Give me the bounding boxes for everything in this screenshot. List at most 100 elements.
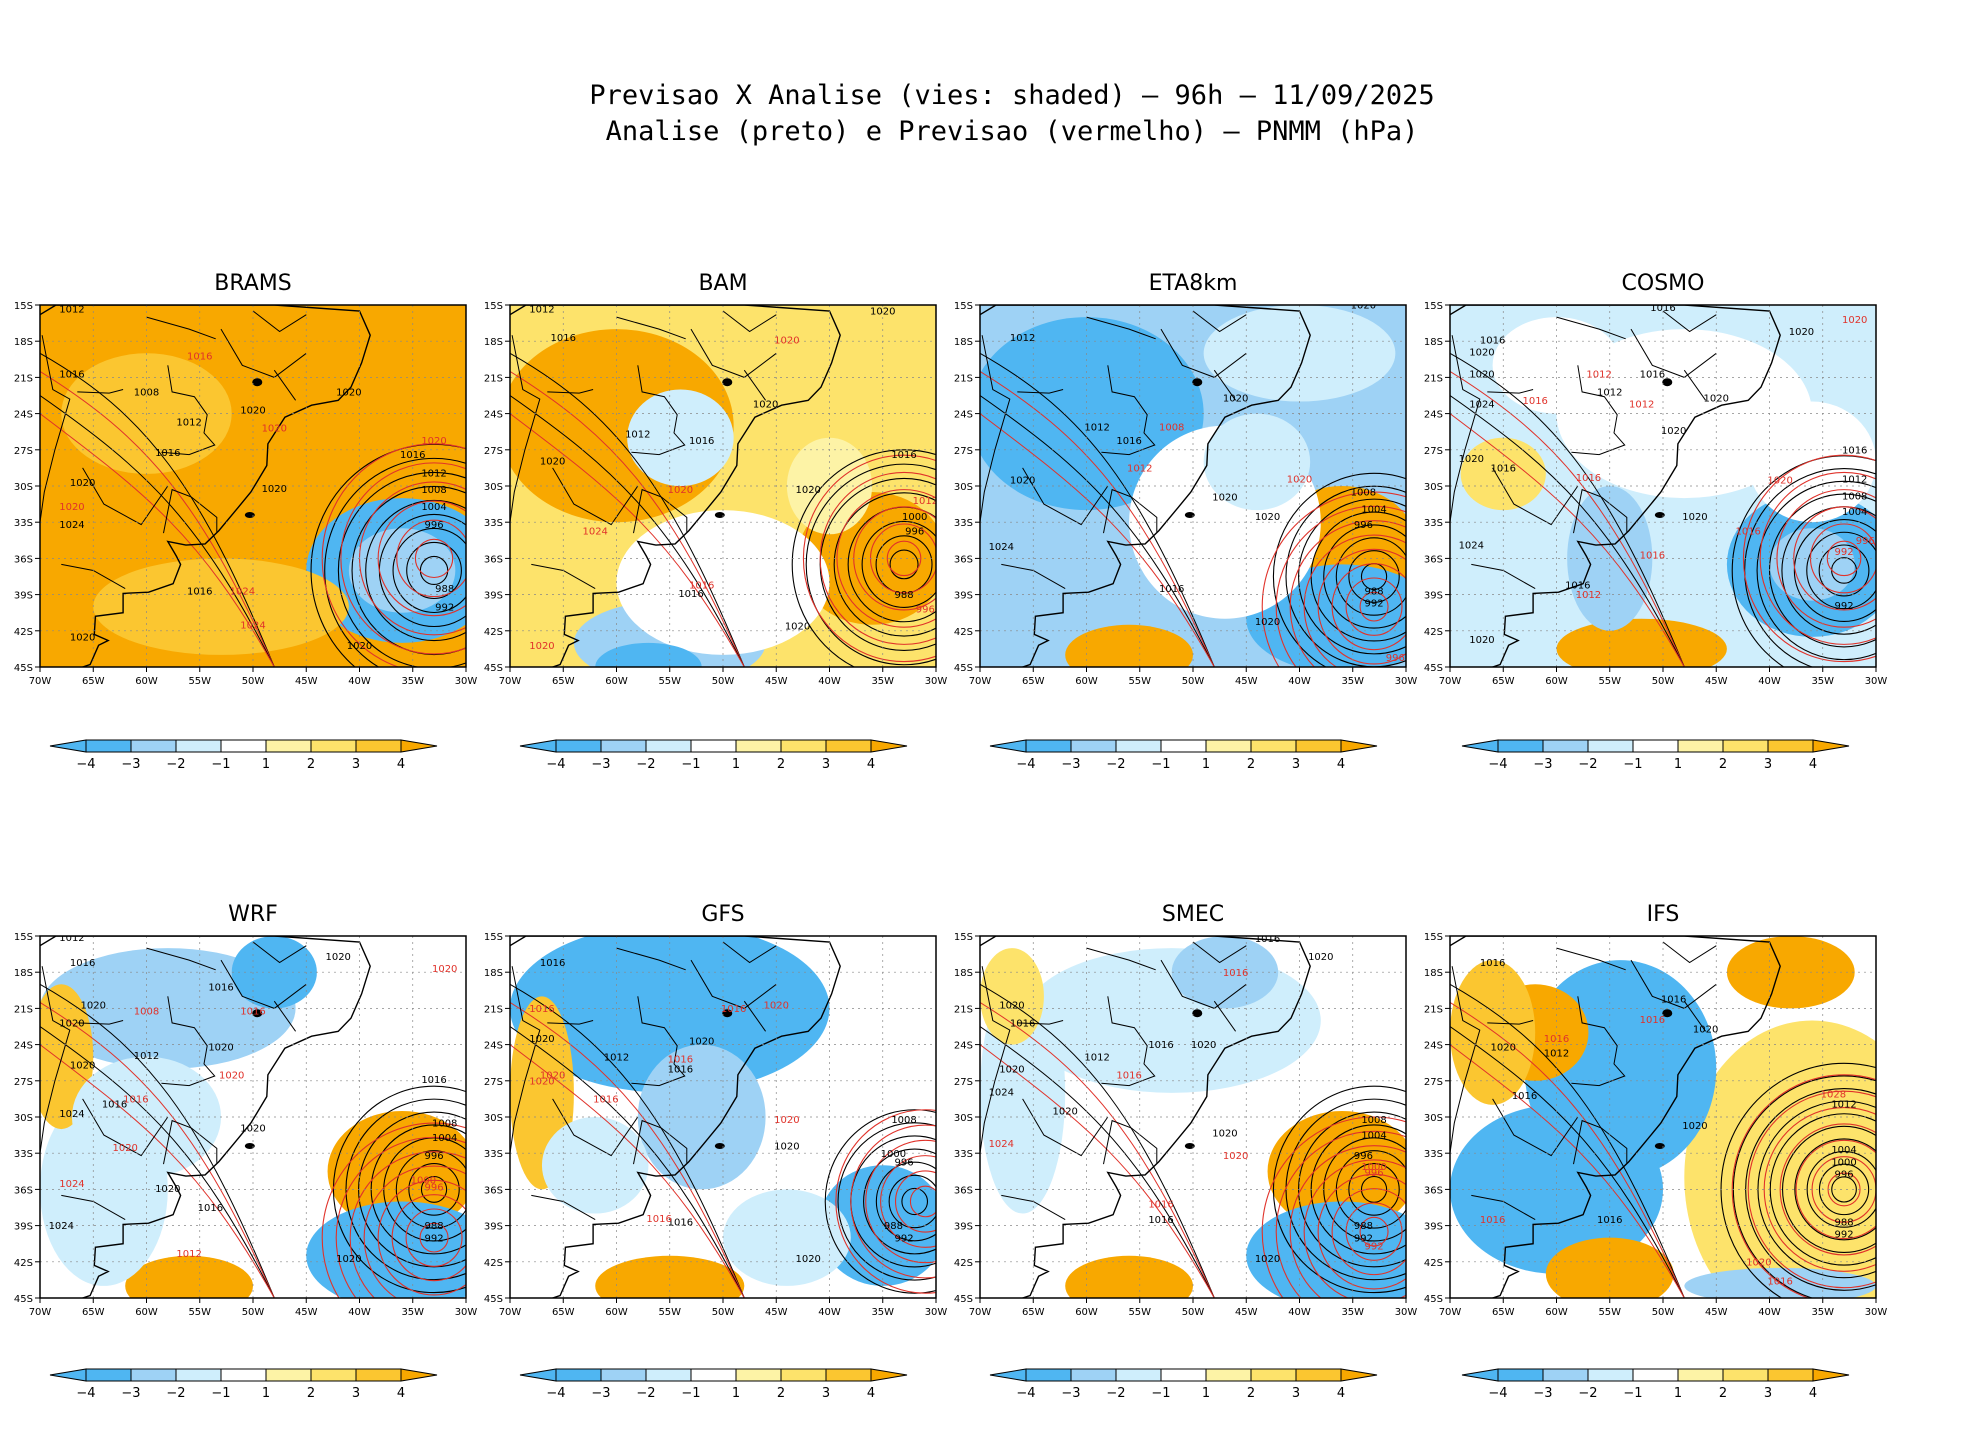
isobar-forecast	[1331, 1188, 1406, 1276]
country-border	[980, 335, 1011, 523]
colorbar-label: 2	[307, 1386, 315, 1401]
isobar-label: 1020	[1212, 1128, 1237, 1139]
isobar-label: 1020	[1459, 454, 1484, 465]
isobar-label: 1012	[1544, 1049, 1569, 1060]
isobar-forecast	[414, 538, 454, 579]
panel-bam: BAM 1012 1016 1012 1016 1020 1020 1016 1020 1000 9…	[484, 271, 947, 687]
lat-tick-label: 33S	[954, 518, 973, 529]
isobar-analysis	[337, 471, 466, 667]
country-border	[1630, 959, 1717, 1009]
colorbar-arrow-low	[519, 1368, 557, 1382]
isobar-label: 996	[895, 1157, 914, 1168]
lat-tick-label: 15S	[14, 932, 33, 943]
panel-title: COSMO	[1622, 271, 1705, 296]
country-border	[40, 966, 71, 1154]
lat-tick-label: 42S	[484, 1258, 503, 1269]
lon-tick-label: 40W	[348, 676, 371, 687]
isobar-label: 1024	[230, 587, 255, 598]
colorbar-arrow-high	[400, 1368, 438, 1382]
colorbar-label: −3	[1061, 757, 1080, 772]
colorbar-label: 4	[1809, 757, 1817, 772]
isobar-label: 1016	[1640, 1015, 1665, 1026]
lat-tick-label: 39S	[954, 591, 973, 602]
country-border	[163, 1119, 218, 1165]
lat-tick-label: 39S	[954, 1222, 973, 1233]
isobar-analysis	[1831, 1176, 1857, 1203]
bias-area-neg3	[637, 1044, 766, 1190]
isobar-label: 1020	[70, 478, 95, 489]
colorbar-label: −3	[1061, 1386, 1080, 1401]
colorbar-swatch-pos1	[1205, 1368, 1252, 1382]
isobar-analysis	[824, 1109, 936, 1294]
country-border	[77, 1020, 124, 1025]
lake-symbol	[252, 378, 263, 387]
colorbar-swatch-pos2	[1250, 1368, 1297, 1382]
map-area: 1012 1016 1020 1020 1020 1024 1016 1012 1020 1016…	[40, 936, 466, 1298]
country-border	[273, 1000, 297, 1032]
lagoa-dos-patos	[1184, 511, 1195, 518]
bias-area-neg3	[1171, 936, 1279, 1009]
lon-tick-label: 70W	[1439, 1307, 1462, 1318]
isobar-forecast	[391, 1194, 466, 1282]
lon-tick-label: 45W	[765, 1307, 788, 1318]
lake-symbol	[722, 378, 733, 387]
lat-tick-label: 36S	[14, 554, 33, 565]
isobar-label: 1024	[59, 520, 84, 531]
lat-tick-label: 24S	[954, 1041, 973, 1052]
bias-area-neg1	[1748, 401, 1876, 523]
lat-tick-label: 21S	[1424, 1004, 1443, 1015]
lon-tick-label: 30W	[1865, 676, 1888, 687]
isobar-label: 1016	[400, 450, 425, 461]
colorbar-ifs: −4 −3 −2 −1 1 2 3 4	[1461, 1368, 1850, 1401]
lat-tick-label: 30S	[14, 1113, 33, 1124]
isobar-forecast	[510, 370, 745, 667]
isobar-label: 1016	[1842, 445, 1867, 456]
lat-tick-label: 15S	[1424, 301, 1443, 312]
lat-tick-label: 18S	[14, 337, 33, 348]
country-border	[722, 941, 777, 964]
colorbar-label: 2	[307, 757, 315, 772]
isobar-label: 1016	[1735, 526, 1760, 537]
isobar-forecast	[1331, 563, 1406, 651]
colorbar-swatch-neg4	[85, 739, 132, 753]
lon-tick-label: 60W	[135, 1307, 158, 1318]
lon-tick-label: 35W	[401, 1307, 424, 1318]
bias-area-neg4	[980, 317, 1204, 511]
isobar-label: 1020	[112, 1143, 137, 1154]
colorbar-swatch-neg1	[220, 739, 267, 753]
isobar-label: 1016	[421, 1075, 446, 1086]
isobar-forecast	[819, 471, 936, 645]
colorbar-swatch-pos1	[1677, 1368, 1724, 1382]
lon-tick-label: 60W	[605, 1307, 628, 1318]
isobar-label: 1020	[540, 456, 565, 467]
isobar-label: 1020	[336, 1254, 361, 1265]
lat-tick-label: 33S	[1424, 518, 1443, 529]
lat-tick-label: 21S	[14, 1004, 33, 1015]
country-border	[1571, 365, 1626, 456]
isobar-label: 988	[1365, 587, 1384, 598]
colorbar-swatch-neg1	[690, 739, 737, 753]
lat-tick-label: 18S	[954, 337, 973, 348]
colorbar-arrow-low	[1461, 1368, 1499, 1382]
bias-area-pos4	[327, 1110, 466, 1232]
isobar-label: 1016	[1116, 1070, 1141, 1081]
lon-tick-label: 65W	[1492, 676, 1515, 687]
colorbar-label: −4	[1016, 757, 1035, 772]
lagoa-dos-patos	[714, 1142, 725, 1149]
colorbar-label: 1	[1202, 757, 1210, 772]
isobar-label: 1012	[1576, 590, 1601, 601]
lat-tick-label: 21S	[954, 373, 973, 384]
map-area: 1016102010201024102010161012101610201020…	[1450, 305, 1876, 667]
isobar-label: 1000	[1361, 1162, 1386, 1173]
lat-tick-label: 21S	[484, 1004, 503, 1015]
isobar-label: 1016	[187, 587, 212, 598]
isobar-label: 1016	[1767, 1277, 1792, 1288]
country-border	[40, 335, 71, 523]
panel-eta8km: ETA8km 1012 1012 1016 1020 1020 1008 1004 996 988…	[954, 271, 1417, 687]
isobar-label: 1008	[134, 1006, 159, 1017]
isobar-label: 1020	[1693, 1025, 1718, 1036]
colorbar-label: −2	[166, 757, 185, 772]
colorbar-swatch-pos1	[1205, 739, 1252, 753]
lat-tick-label: 15S	[14, 301, 33, 312]
lon-tick-label: 30W	[455, 1307, 478, 1318]
